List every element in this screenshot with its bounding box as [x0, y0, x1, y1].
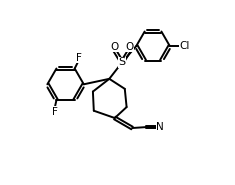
Text: N: N	[156, 122, 164, 132]
Text: Cl: Cl	[180, 41, 190, 51]
Text: S: S	[118, 57, 126, 68]
Text: O: O	[125, 42, 133, 52]
Text: O: O	[111, 42, 119, 52]
Text: F: F	[76, 53, 82, 63]
Text: F: F	[52, 107, 58, 117]
